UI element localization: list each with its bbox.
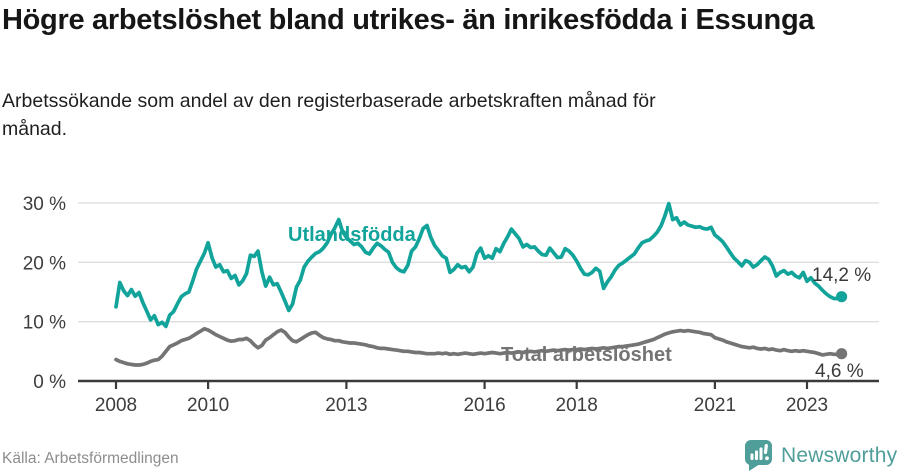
series-end-value-0: 14,2 % (812, 265, 871, 286)
x-tick-label: 2008 (95, 395, 137, 416)
y-tick-label: 20 % (23, 253, 66, 274)
x-tick-label: 2010 (187, 395, 229, 416)
series-end-dot-1 (836, 348, 848, 360)
y-tick-label: 30 % (23, 194, 66, 215)
newsworthy-logo: Newsworthy (744, 439, 897, 472)
series-label-1: Total arbetslöshet (501, 344, 672, 366)
x-tick-label: 2023 (786, 395, 828, 416)
x-tick-label: 2016 (463, 395, 505, 416)
series-end-dot-0 (836, 291, 848, 303)
series-line-1 (114, 326, 844, 367)
source-note: Källa: Arbetsförmedlingen (2, 450, 179, 467)
newsworthy-wordmark: Newsworthy (781, 443, 898, 467)
series-line-0 (114, 201, 844, 329)
x-tick-label: 2013 (325, 395, 367, 416)
x-tick-label: 2018 (556, 395, 598, 416)
x-tick-label: 2021 (694, 395, 736, 416)
page-subtitle: Arbetssökande som andel av den registerb… (2, 90, 656, 140)
page-title: Högre arbetslöshet bland utrikes- än inr… (2, 4, 815, 36)
y-tick-label: 10 % (23, 313, 66, 334)
series-end-value-1: 4,6 % (815, 361, 864, 382)
newsworthy-icon (745, 440, 772, 471)
y-tick-label: 0 % (33, 372, 66, 393)
series-label-0: Utlandsfödda (288, 224, 417, 246)
